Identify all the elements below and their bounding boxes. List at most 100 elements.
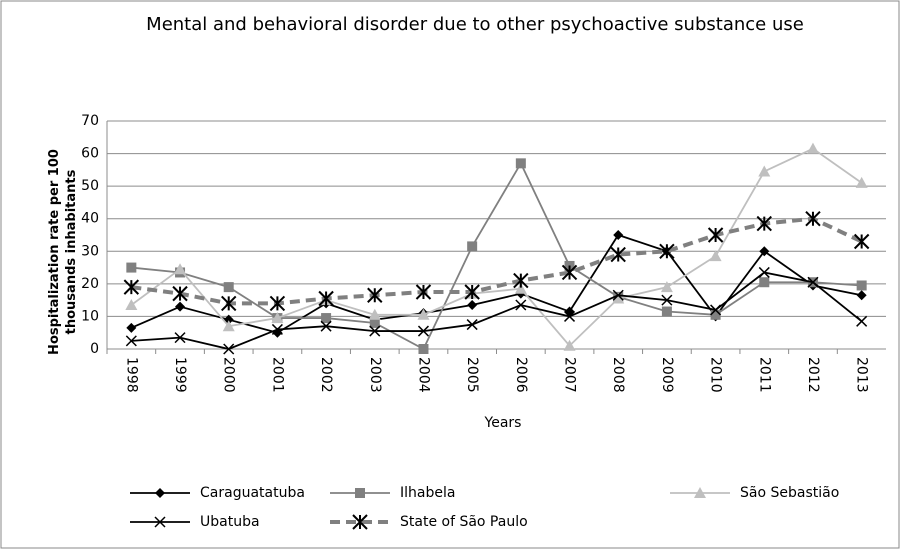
marker	[807, 276, 819, 288]
marker-shape	[660, 281, 673, 293]
marker-shape	[707, 227, 724, 243]
marker	[464, 284, 480, 300]
legend-label: Ubatuba	[200, 514, 260, 530]
y-tick-label: 30	[81, 243, 99, 259]
marker-shape	[710, 304, 722, 316]
y-tick-label: 40	[81, 211, 99, 227]
x-tick-label: 2006	[513, 357, 529, 393]
marker	[660, 281, 673, 293]
marker-shape	[515, 299, 527, 311]
marker	[856, 290, 867, 301]
x-tick-label: 2005	[464, 357, 480, 393]
marker-shape	[123, 279, 140, 295]
marker-shape	[661, 306, 672, 317]
marker-shape	[756, 215, 772, 232]
marker-shape	[126, 262, 137, 273]
y-tick-label: 50	[81, 178, 99, 194]
marker	[513, 272, 529, 289]
marker-shape	[710, 309, 721, 320]
legend-label: Ilhabela	[400, 485, 455, 501]
marker-shape	[418, 344, 429, 354]
marker	[222, 320, 235, 332]
marker-shape	[807, 276, 819, 288]
marker	[710, 309, 721, 320]
marker-shape	[467, 241, 478, 252]
marker-shape	[661, 294, 673, 306]
marker-shape	[613, 230, 624, 240]
x-tick-label: 2007	[562, 357, 578, 393]
marker	[352, 514, 368, 530]
marker-shape	[368, 308, 381, 320]
marker	[661, 306, 672, 317]
marker	[154, 516, 166, 528]
marker	[756, 215, 772, 232]
x-tick-label: 2010	[708, 357, 724, 393]
marker-shape	[221, 295, 237, 312]
marker	[223, 282, 234, 293]
marker-shape	[564, 310, 576, 322]
marker	[318, 290, 334, 307]
marker	[155, 488, 165, 498]
legend-label: Caraguatatuba	[200, 485, 305, 501]
series-line	[130, 147, 863, 348]
marker-shape	[758, 266, 770, 278]
marker	[853, 233, 870, 250]
marker-shape	[612, 289, 624, 301]
series-line	[131, 271, 863, 350]
marker	[710, 304, 722, 316]
marker	[758, 165, 771, 177]
x-tick-label: 2013	[854, 357, 870, 393]
marker	[415, 284, 432, 300]
marker-shape	[174, 332, 186, 344]
marker	[515, 299, 527, 311]
marker	[563, 339, 576, 351]
series-line	[131, 161, 862, 351]
marker	[271, 323, 283, 335]
legend-label: São Sebastião	[740, 485, 839, 501]
marker-shape	[367, 287, 383, 303]
marker	[466, 319, 478, 331]
x-tick-label: 2000	[221, 357, 237, 393]
marker-shape	[563, 339, 576, 351]
marker-shape	[612, 292, 625, 304]
marker-shape	[155, 488, 165, 498]
marker-shape	[271, 323, 283, 335]
y-tick-label: 20	[81, 276, 99, 292]
marker	[707, 227, 724, 243]
marker	[613, 230, 624, 240]
marker	[269, 295, 286, 312]
marker-shape	[271, 312, 284, 324]
marker-shape	[464, 284, 480, 300]
marker-shape	[125, 299, 138, 311]
marker	[514, 282, 527, 294]
y-tick-label: 70	[81, 113, 99, 129]
marker	[367, 287, 383, 303]
marker	[223, 343, 235, 355]
marker-shape	[417, 308, 430, 320]
marker-shape	[175, 301, 186, 312]
marker	[661, 294, 673, 306]
marker	[855, 176, 868, 188]
marker	[123, 279, 140, 295]
marker-shape	[126, 322, 137, 333]
marker-shape	[513, 272, 529, 289]
marker-shape	[659, 243, 675, 259]
marker-shape	[856, 290, 867, 301]
marker-shape	[466, 319, 478, 331]
marker	[172, 285, 188, 302]
marker-shape	[369, 317, 380, 328]
marker-shape	[318, 290, 334, 307]
x-tick-label: 2011	[756, 357, 772, 393]
marker	[221, 295, 237, 312]
marker-shape	[855, 176, 868, 188]
marker-shape	[515, 158, 526, 169]
marker	[368, 308, 381, 320]
marker-shape	[172, 285, 188, 302]
marker-shape	[610, 246, 626, 263]
marker	[467, 241, 478, 252]
marker-shape	[154, 516, 166, 528]
x-tick-label: 2009	[659, 357, 675, 393]
marker-shape	[694, 487, 706, 498]
marker-shape	[561, 264, 578, 281]
